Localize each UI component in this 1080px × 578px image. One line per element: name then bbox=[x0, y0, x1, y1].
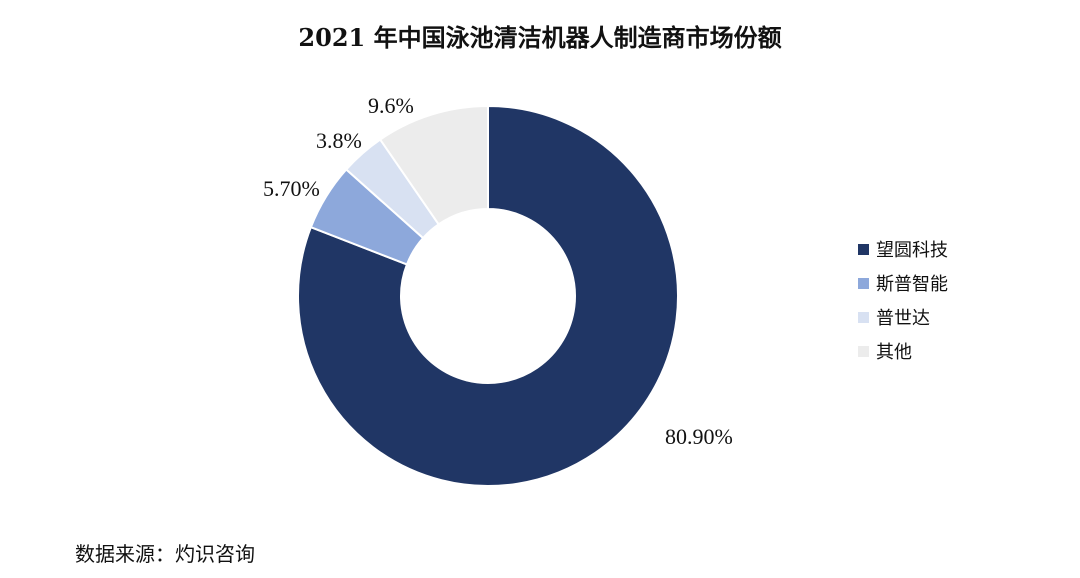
legend-swatch bbox=[858, 311, 869, 323]
legend-swatch bbox=[858, 243, 869, 255]
data-label-pushida: 3.8% bbox=[316, 128, 362, 153]
legend: 望圆科技 斯普智能 普世达 其他 bbox=[858, 232, 948, 368]
legend-swatch bbox=[858, 345, 869, 357]
legend-label: 望圆科技 bbox=[876, 240, 948, 261]
data-source: 数据来源：灼识咨询 bbox=[75, 542, 255, 566]
data-label-other: 9.6% bbox=[368, 93, 414, 118]
data-label-wangyuan: 80.90% bbox=[665, 424, 733, 449]
data-label-sipu: 5.70% bbox=[263, 176, 320, 201]
legend-item: 普世达 bbox=[858, 300, 948, 334]
legend-label: 其他 bbox=[876, 342, 912, 363]
legend-label: 普世达 bbox=[876, 308, 930, 329]
legend-swatch bbox=[858, 277, 869, 289]
chart-title: 2021 年中国泳池清洁机器人制造商市场份额 bbox=[298, 23, 782, 52]
legend-label: 斯普智能 bbox=[876, 274, 948, 295]
legend-item: 其他 bbox=[858, 334, 948, 368]
legend-item: 望圆科技 bbox=[858, 232, 948, 266]
slice-wangyuan bbox=[297, 104, 679, 487]
slice-other bbox=[378, 104, 489, 226]
legend-item: 斯普智能 bbox=[858, 266, 948, 300]
